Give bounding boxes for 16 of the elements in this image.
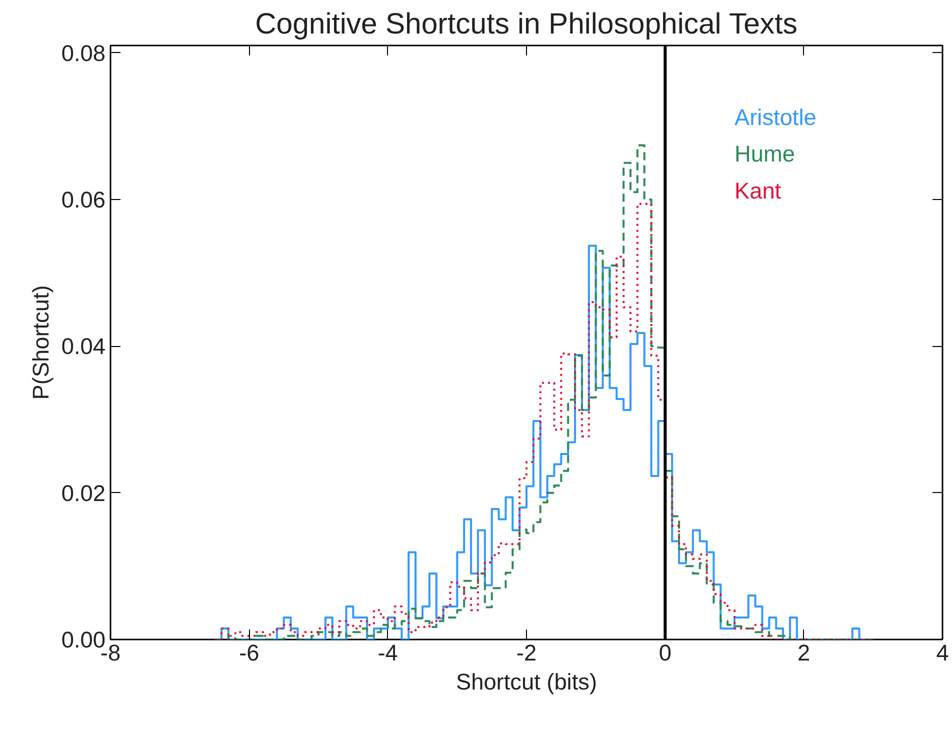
y-tick-label: 0.04 [61,333,106,360]
text: Aristotle [734,104,816,130]
text: Kant [734,177,782,204]
x-tick-label: 4 [936,640,949,666]
x-tick-label: -6 [239,640,260,666]
y-tick-label: 0.02 [61,480,106,506]
chart-title: Cognitive Shortcuts in Philosophical Texts [255,8,798,40]
x-axis-title: Shortcut (bits) [456,668,598,694]
text: Hume [734,140,795,167]
y-axis-title: P(Shortcut) [27,285,54,400]
y-tick-label: 0.06 [61,186,106,212]
y-tick-label: 0.08 [61,40,106,66]
x-tick-label: 2 [798,640,810,666]
x-tick-label: 0 [658,640,672,666]
x-tick-label: -4 [378,640,398,666]
x-tick-label: -2 [516,640,537,666]
